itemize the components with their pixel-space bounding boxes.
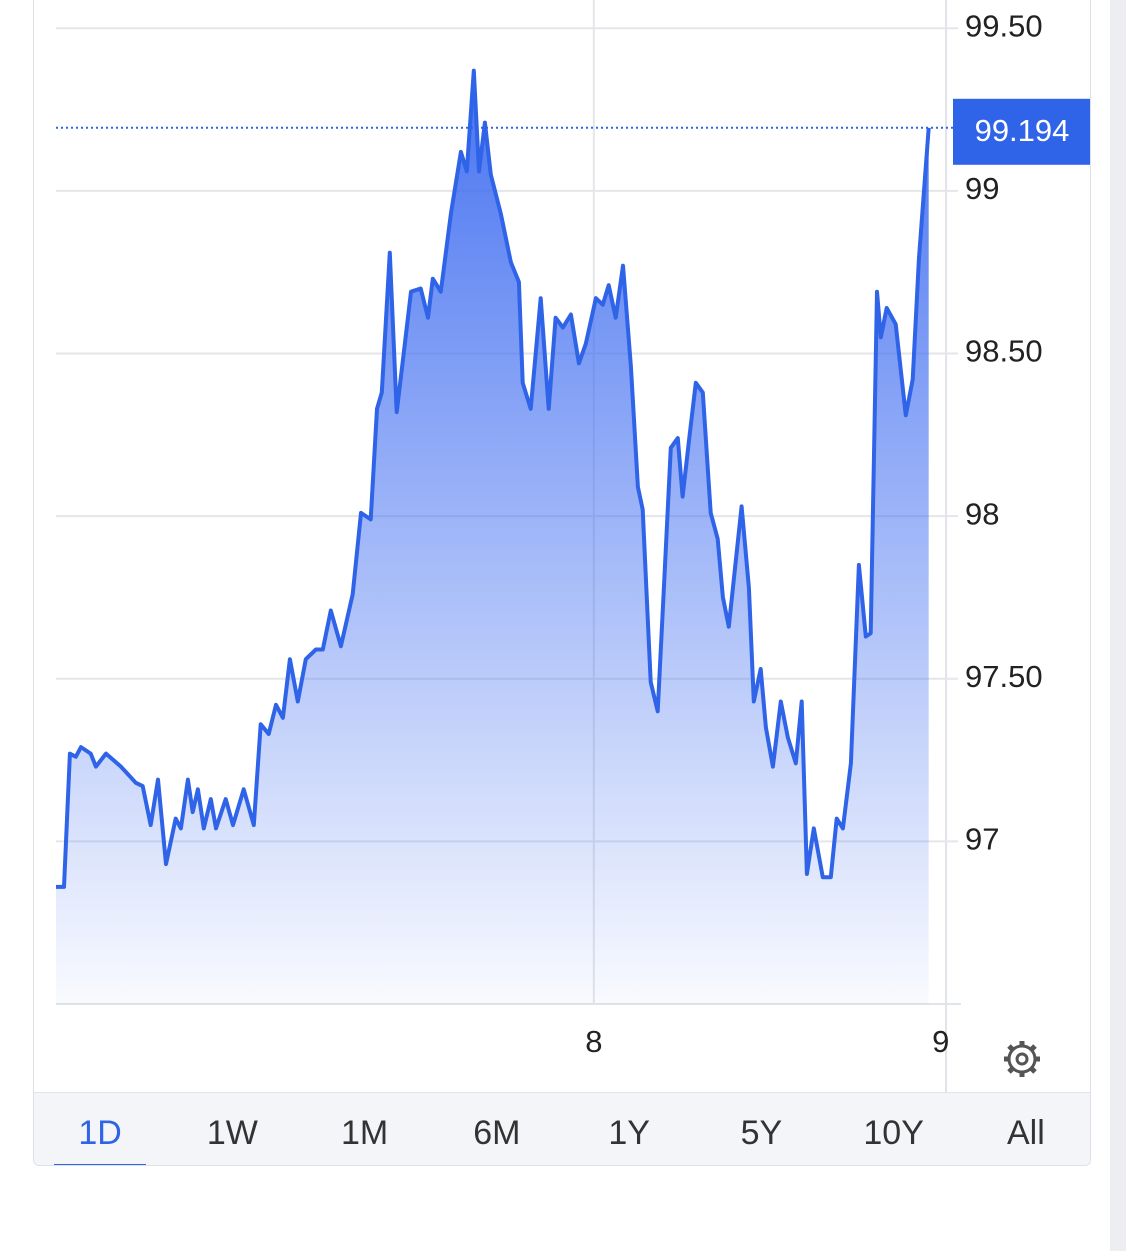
last-price-label: 99.194 (975, 113, 1070, 148)
price-line (56, 68, 931, 889)
x-tick-label: 9 (932, 1024, 949, 1059)
range-button[interactable]: 1W (206, 1114, 258, 1152)
x-tick-label: 8 (585, 1024, 602, 1059)
chart: 99.50 99 98.50 98 97.50 97 8 9 99.194 (56, 0, 1090, 1092)
range-button[interactable]: 5Y (740, 1114, 783, 1152)
range-button[interactable]: 1M (341, 1114, 389, 1152)
range-button[interactable]: 1D (34, 1093, 166, 1165)
range-button[interactable]: 1Y (608, 1114, 650, 1152)
chart-card: 99.50 99 98.50 98 97.50 97 8 9 99.194 1D 1W 1M 6M 1Y… (33, 0, 1091, 1166)
y-tick-label: 97.50 (965, 659, 1043, 694)
area-fill (56, 70, 929, 1005)
range-bar: 1D 1W 1M 6M 1Y 5Y 10Y All (34, 1092, 1090, 1165)
y-tick-label: 99.50 (965, 8, 1043, 43)
range-button[interactable]: 10Y (863, 1114, 924, 1152)
y-tick-label: 98.50 (965, 334, 1043, 369)
scrollbar (1110, 0, 1126, 1251)
y-tick-label: 97 (965, 822, 999, 857)
y-tick-label: 98 (965, 496, 999, 531)
last-price-badge (953, 98, 1090, 165)
range-button[interactable]: All (1006, 1114, 1045, 1152)
y-tick-label: 99 (965, 171, 999, 206)
range-button[interactable]: 6M (473, 1114, 521, 1152)
settings-icon[interactable] (1004, 1041, 1040, 1077)
